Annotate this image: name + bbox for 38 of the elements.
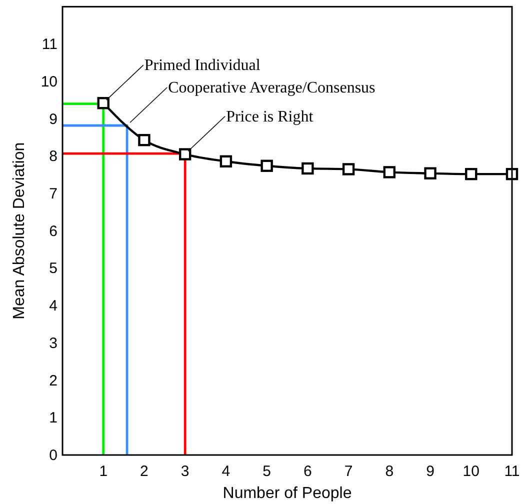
point [465,168,478,180]
x-axis-title: Number of People [222,485,352,502]
x-tick-label: 3 [180,463,190,480]
x-tick-label: 8 [385,463,394,480]
x-tick-label: 10 [462,463,480,480]
y-tick-label: 6 [49,222,58,240]
point [424,167,436,180]
x-tick-label: 6 [304,463,312,480]
point [138,134,150,146]
x-tick-label: 4 [222,463,230,480]
point [383,166,396,178]
x-tick-label: 2 [140,463,148,480]
y-tick-label: 8 [49,148,58,166]
y-axis-title: Mean Absolute Deviation [11,142,28,320]
point [302,162,314,175]
point [220,155,232,168]
x-tick-label: 5 [262,463,271,480]
y-tick-label: 10 [40,73,58,90]
y-tick-label: 9 [49,110,58,128]
point [342,163,355,176]
x-tick-label: 9 [426,463,434,480]
x-tick-label: 7 [344,463,353,480]
y-tick-label: 3 [49,334,58,352]
annotation: Primed Individual [144,57,261,74]
y-tick-label: 4 [49,298,58,315]
point [97,96,110,110]
annotation: Cooperative Average/Consensus [168,80,376,96]
y-tick-label: 5 [49,260,58,278]
point [260,160,273,172]
y-tick-label: 0 [49,447,58,464]
annotation: Price is Right [226,108,314,126]
y-tick-label: 11 [42,36,58,54]
y-tick-label: 1 [49,410,58,427]
x-tick-label: 1 [99,463,108,480]
point [178,148,192,160]
y-tick-label: 2 [49,372,58,390]
x-tick-label: 11 [504,463,520,480]
y-tick-label: 7 [49,185,58,202]
